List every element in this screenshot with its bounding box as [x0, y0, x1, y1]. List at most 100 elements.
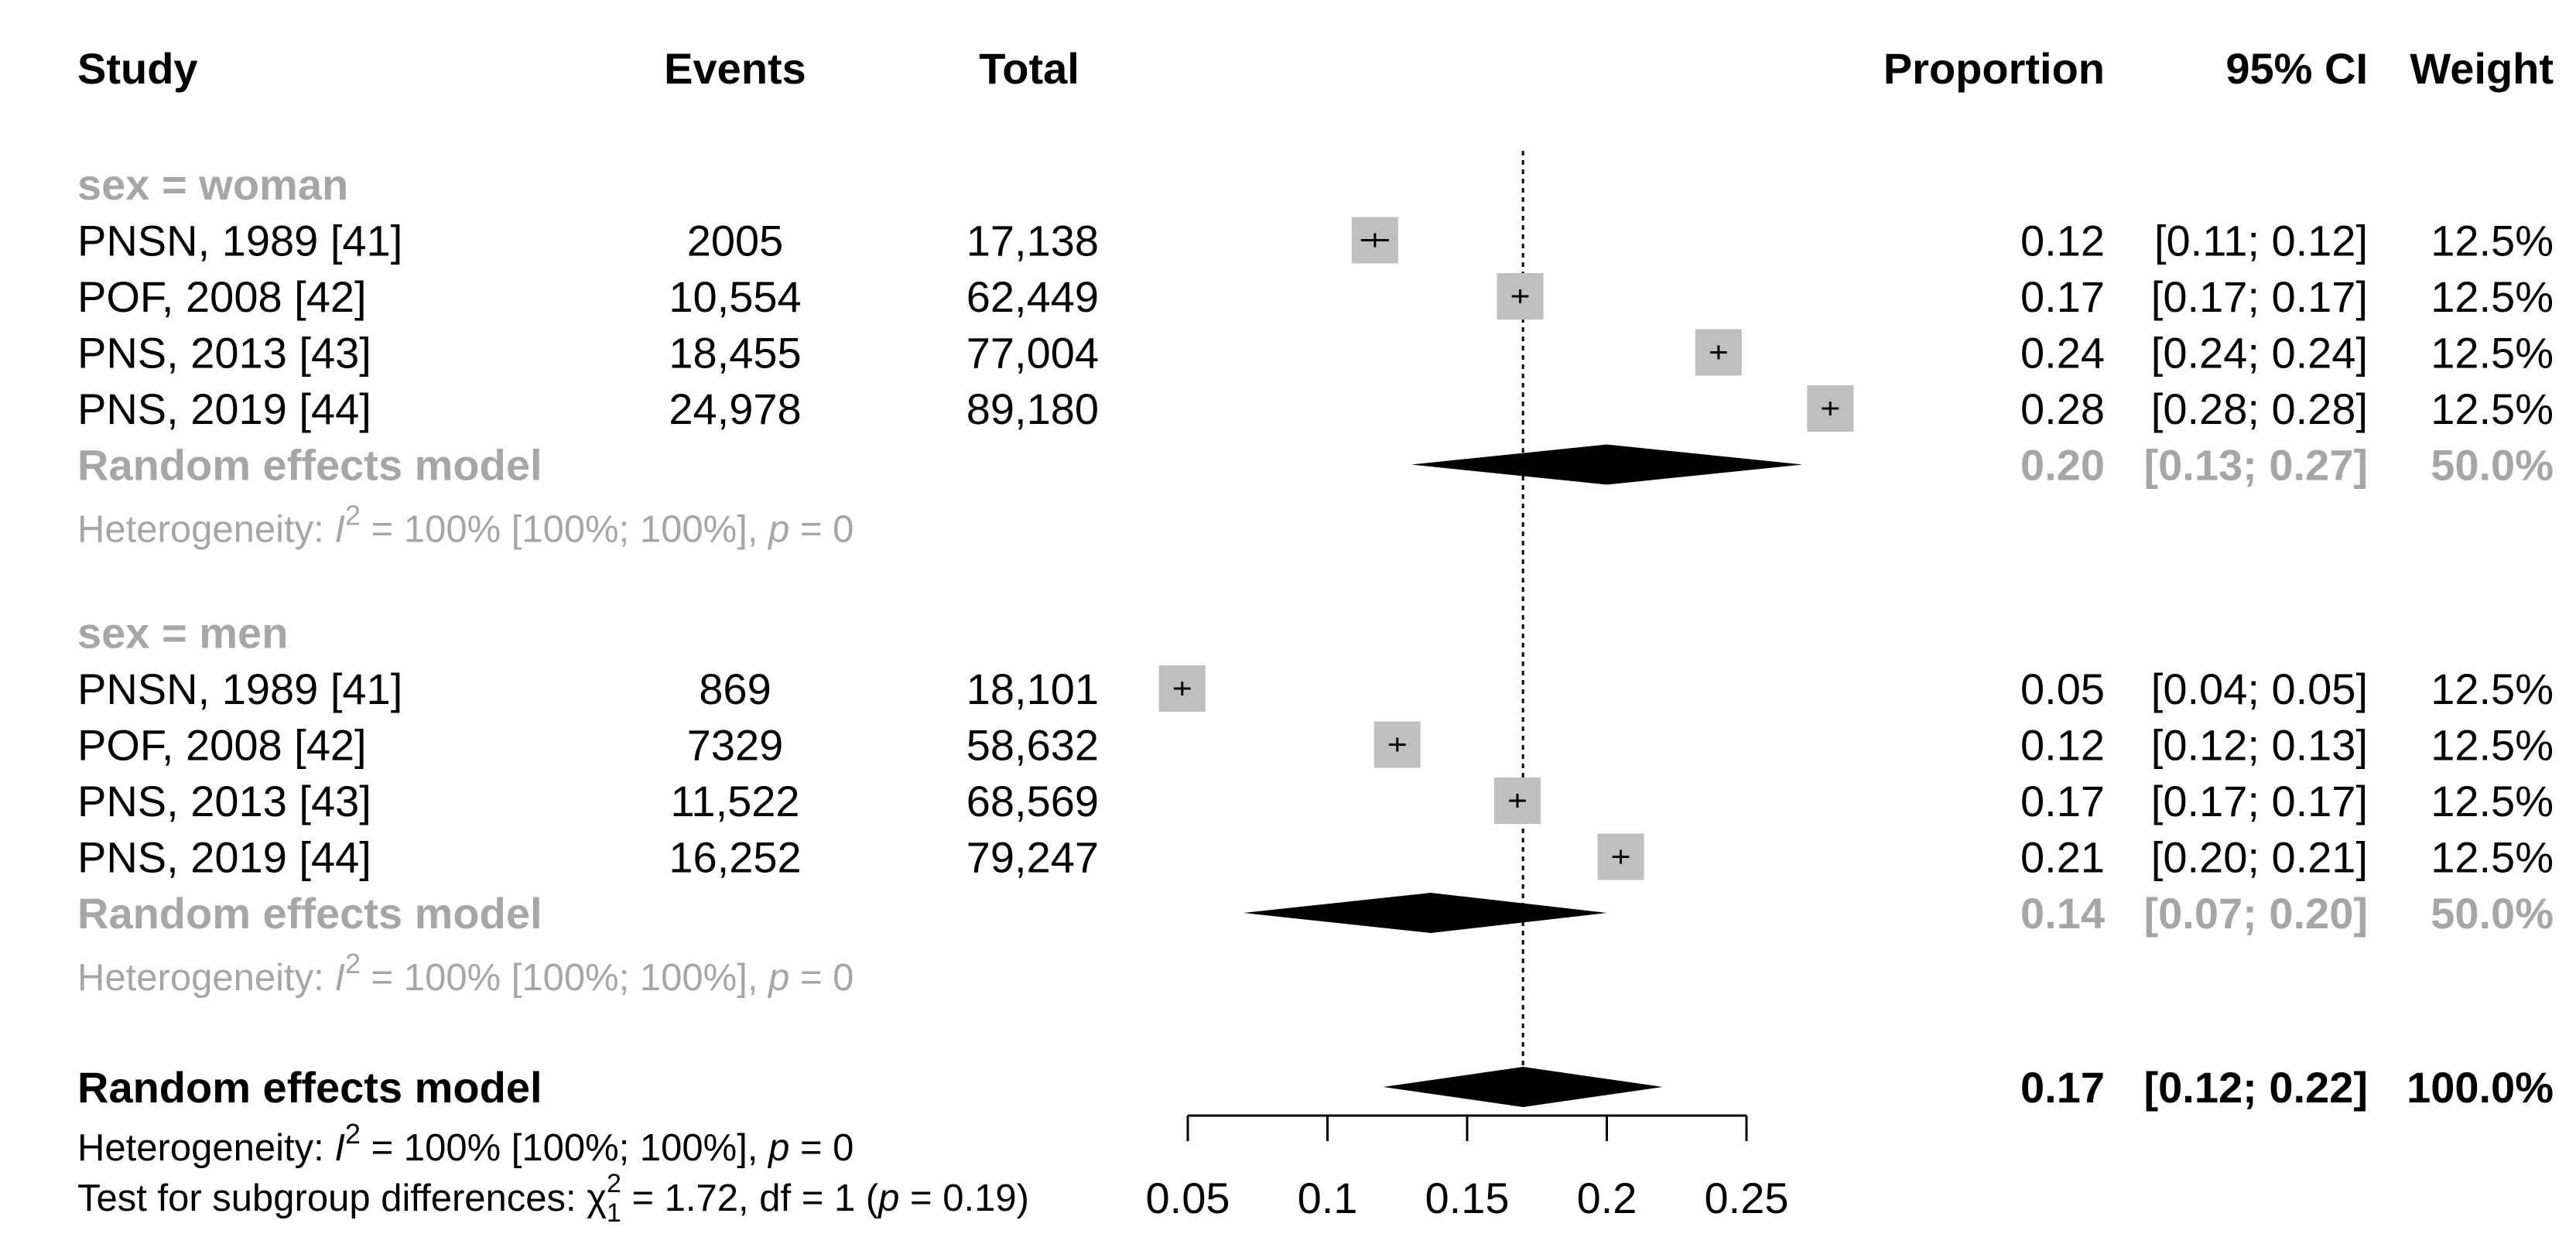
heterogeneity-sup: 2 [345, 500, 361, 531]
study-ci: [0.17; 0.17] [2151, 272, 2368, 321]
study-events: 2005 [687, 217, 784, 265]
study-ci: [0.24; 0.24] [2151, 329, 2368, 378]
study-events: 24,978 [669, 384, 801, 433]
study-name: PNSN, 1989 [41] [77, 665, 402, 713]
study-proportion: 0.17 [2020, 777, 2105, 825]
heterogeneity-i: I [334, 1127, 345, 1169]
study-proportion: 0.21 [2020, 833, 2105, 882]
subgroup-test-suffix: = 0.19) [899, 1177, 1029, 1219]
header-ci: 95% CI [2225, 44, 2368, 93]
subgroup-test-sub: 1 [607, 1198, 621, 1228]
study-weight: 12.5% [2431, 777, 2554, 825]
overall-ci: [0.12; 0.22] [2144, 1063, 2369, 1112]
study-name: POF, 2008 [42] [77, 721, 367, 770]
header-total: Total [979, 44, 1079, 93]
heterogeneity-p: p [767, 1127, 789, 1169]
subgroup-model-weight: 50.0% [2431, 441, 2554, 490]
overall-proportion: 0.17 [2020, 1063, 2105, 1112]
study-proportion: 0.17 [2020, 272, 2105, 321]
overall-diamond [1383, 1067, 1663, 1107]
subgroup-model-ci: [0.07; 0.20] [2144, 889, 2369, 938]
study-weight: 12.5% [2431, 721, 2554, 770]
heterogeneity-i: I [334, 957, 345, 999]
study-ci: [0.11; 0.12] [2154, 217, 2368, 265]
study-name: PNS, 2019 [44] [77, 833, 371, 882]
heterogeneity-suffix: = 0 [789, 957, 854, 999]
overall-weight: 100.0% [2407, 1063, 2554, 1112]
subgroup-model-label: Random effects model [77, 441, 542, 490]
study-weight: 12.5% [2431, 329, 2554, 378]
subgroup-test-text: Test for subgroup differences: χ2 1 = 1.7… [77, 1169, 1029, 1228]
heterogeneity-i: I [334, 509, 345, 551]
study-total: 17,138 [966, 217, 1099, 265]
heterogeneity-sup: 2 [345, 1118, 361, 1150]
study-ci: [0.17; 0.17] [2151, 777, 2368, 825]
subgroup-test-prefix: Test for subgroup differences: [77, 1177, 587, 1219]
study-proportion: 0.12 [2020, 217, 2105, 265]
study-total: 77,004 [966, 329, 1099, 378]
subgroup-model-proportion: 0.14 [2020, 889, 2105, 938]
study-proportion: 0.28 [2020, 384, 2105, 433]
heterogeneity-suffix: = 0 [789, 1127, 854, 1169]
x-axis-tick-label: 0.15 [1425, 1174, 1510, 1222]
heterogeneity-prefix: Heterogeneity: [77, 509, 334, 551]
subgroup-model-weight: 50.0% [2431, 889, 2554, 938]
table-header: Study Events Total Proportion 95% CI Wei… [77, 44, 2554, 93]
overall-model-label: Random effects model [77, 1063, 542, 1112]
study-ci: [0.12; 0.13] [2151, 721, 2368, 770]
subgroup-test-p: p [877, 1177, 899, 1219]
study-total: 68,569 [966, 777, 1099, 825]
heterogeneity-text: Heterogeneity: I2 = 100% [100%; 100%], p… [77, 500, 854, 551]
study-name: POF, 2008 [42] [77, 272, 367, 321]
study-proportion: 0.05 [2020, 665, 2105, 713]
study-events: 11,522 [670, 777, 799, 825]
study-weight: 12.5% [2431, 665, 2554, 713]
x-axis-tick-label: 0.25 [1705, 1174, 1789, 1222]
study-name: PNS, 2013 [43] [77, 777, 371, 825]
subgroup-model-proportion: 0.20 [2020, 441, 2105, 490]
study-proportion: 0.12 [2020, 721, 2105, 770]
header-study: Study [77, 44, 198, 93]
heterogeneity-sup: 2 [345, 948, 361, 979]
study-events: 869 [699, 665, 771, 713]
subgroup-test-chi: χ [587, 1177, 607, 1219]
subgroup-diamond [1411, 444, 1803, 485]
subgroup-test-mid: = 1.72, df = 1 ( [621, 1177, 879, 1219]
subgroup-test-sup: 2 [607, 1169, 621, 1198]
x-axis-tick-label: 0.2 [1577, 1174, 1637, 1222]
header-events: Events [664, 44, 806, 93]
heterogeneity-text: Heterogeneity: I2 = 100% [100%; 100%], p… [77, 948, 854, 999]
subgroup-label: sex = woman [77, 160, 348, 209]
study-events: 7329 [687, 721, 784, 770]
x-axis: 0.05 0.1 0.15 0.2 0.25 [1146, 1114, 1789, 1222]
study-total: 18,101 [966, 665, 1099, 713]
study-ci: [0.28; 0.28] [2151, 384, 2368, 433]
study-name: PNS, 2019 [44] [77, 384, 371, 433]
subgroup-model-ci: [0.13; 0.27] [2144, 441, 2369, 490]
heterogeneity-prefix: Heterogeneity: [77, 1127, 334, 1169]
study-events: 16,252 [669, 833, 801, 882]
heterogeneity-text: Heterogeneity: I2 = 100% [100%; 100%], p… [77, 1118, 854, 1169]
study-ci: [0.20; 0.21] [2151, 833, 2368, 882]
subgroup-diamond [1244, 893, 1607, 933]
heterogeneity-p: p [767, 957, 789, 999]
study-total: 58,632 [966, 721, 1099, 770]
heterogeneity-mid: = 100% [100%; 100%], [361, 1127, 768, 1169]
study-total: 62,449 [966, 272, 1099, 321]
study-total: 89,180 [966, 384, 1099, 433]
subgroup-label: sex = men [77, 609, 288, 658]
x-axis-tick-label: 0.1 [1298, 1174, 1358, 1222]
study-proportion: 0.24 [2020, 329, 2105, 378]
study-events: 10,554 [669, 272, 801, 321]
study-weight: 12.5% [2431, 272, 2554, 321]
study-weight: 12.5% [2431, 384, 2554, 433]
heterogeneity-prefix: Heterogeneity: [77, 957, 334, 999]
study-total: 79,247 [966, 833, 1099, 882]
study-name: PNS, 2013 [43] [77, 329, 371, 378]
heterogeneity-suffix: = 0 [789, 509, 854, 551]
study-ci: [0.04; 0.05] [2151, 665, 2368, 713]
subgroup-model-label: Random effects model [77, 889, 542, 938]
study-events: 18,455 [669, 329, 801, 378]
